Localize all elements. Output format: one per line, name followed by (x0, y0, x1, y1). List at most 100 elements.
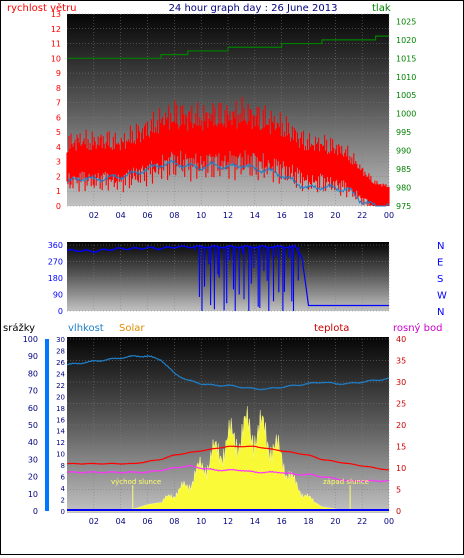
climate-x-tick: 18 (303, 517, 313, 526)
climate-x-tick: 20 (330, 517, 340, 526)
wind-x-tick: 10 (196, 211, 206, 220)
sunrise-label: východ slunce (111, 478, 161, 486)
direction-y-tick: 360 (48, 241, 63, 250)
direction-y-tick: 0 (58, 307, 63, 316)
chart-title: 24 hour graph day : 26 June 2013 (169, 3, 338, 14)
climate-x-tick: 10 (196, 517, 206, 526)
pressure-y-tick: 1005 (396, 91, 416, 100)
climate-x-tick: 12 (223, 517, 233, 526)
humidity-y-tick: 60 (28, 404, 38, 413)
climate-panel: 0510152025303540010203040506070809010002… (23, 335, 406, 526)
wind-x-tick: 16 (277, 211, 287, 220)
wind-y-tick: 2 (56, 172, 61, 181)
climate-x-tick: 08 (169, 517, 179, 526)
temperature-y-tick: 35 (396, 357, 406, 366)
direction-y-tick: 90 (53, 291, 63, 300)
wind-average-line (66, 159, 390, 207)
humidity-series (66, 354, 390, 391)
sunset-label: západ slunce (323, 478, 369, 486)
wind-y-tick: 9 (56, 69, 61, 78)
wind-panel: 0123456789101112139759809859909951000100… (51, 10, 417, 220)
pressure-label: tlak (372, 3, 391, 14)
climate-x-tick: 16 (277, 517, 287, 526)
humidity-label: vlhkost (68, 323, 104, 334)
rain-y-tick: 6 (61, 474, 66, 482)
wind-x-tick: 12 (223, 211, 233, 220)
rain-label: srážky (3, 322, 35, 334)
pressure-y-tick: 980 (396, 184, 411, 193)
temperature-y-tick: 40 (396, 335, 406, 344)
pressure-y-tick: 1000 (396, 110, 416, 119)
dewpoint-label: rosný bod (393, 322, 442, 334)
wind-x-tick: 18 (303, 211, 313, 220)
pressure-series (67, 35, 389, 59)
rain-y-tick: 10 (56, 451, 65, 459)
pressure-y-tick: 1020 (396, 36, 416, 45)
wind-y-tick: 6 (56, 113, 61, 122)
temperature-y-tick: 0 (396, 507, 401, 516)
rain-y-tick: 0 (61, 508, 65, 516)
rain-y-tick: 24 (56, 370, 65, 378)
wind-x-tick: 20 (330, 211, 340, 220)
compass-tick: N (437, 241, 444, 252)
humidity-y-tick: 10 (28, 490, 38, 499)
rain-y-tick: 22 (56, 382, 65, 390)
wind-direction-spikes (193, 246, 299, 311)
compass-tick: E (437, 258, 443, 269)
humidity-y-tick: 100 (23, 335, 38, 344)
rain-y-tick: 8 (61, 462, 65, 470)
rain-y-tick: 28 (56, 347, 65, 355)
wind-y-tick: 7 (56, 99, 61, 108)
temperature-y-tick: 25 (396, 400, 406, 409)
wind-x-tick: 14 (250, 211, 260, 220)
wind-x-tick: 04 (116, 211, 126, 220)
wind-y-tick: 11 (51, 40, 61, 49)
wind-y-tick: 12 (51, 25, 61, 34)
rain-y-tick: 30 (56, 336, 65, 344)
pressure-y-tick: 1015 (396, 54, 416, 63)
pressure-y-tick: 1010 (396, 73, 416, 82)
rain-y-tick: 20 (56, 393, 65, 401)
wind-y-tick: 1 (56, 187, 61, 196)
wind-x-tick: 06 (142, 211, 152, 220)
rain-y-tick: 12 (56, 439, 65, 447)
humidity-y-tick: 40 (28, 438, 38, 447)
rain-y-tick: 4 (61, 485, 66, 493)
direction-y-tick: 270 (48, 258, 63, 267)
rain-y-tick: 18 (56, 405, 65, 413)
temperature-y-tick: 20 (396, 421, 406, 430)
humidity-y-tick: 80 (28, 369, 38, 378)
wind-y-tick: 3 (56, 158, 61, 167)
wind-y-tick: 13 (51, 10, 61, 19)
humidity-y-tick: 0 (33, 507, 38, 516)
temperature-series (67, 445, 390, 471)
wind-y-tick: 0 (56, 202, 61, 211)
climate-x-tick: 02 (89, 517, 99, 526)
humidity-y-tick: 50 (28, 421, 38, 430)
wind-direction-series (67, 244, 389, 307)
pressure-y-tick: 975 (396, 202, 411, 211)
temperature-y-tick: 30 (396, 378, 406, 387)
pressure-y-tick: 985 (396, 165, 411, 174)
dewpoint-series (67, 464, 390, 483)
wind-x-tick: 22 (357, 211, 367, 220)
pressure-y-tick: 995 (396, 128, 411, 137)
pressure-y-tick: 1025 (396, 17, 416, 26)
compass-tick: W (437, 291, 447, 302)
wind-y-tick: 5 (56, 128, 61, 137)
wind-x-tick: 02 (89, 211, 99, 220)
temperature-y-tick: 5 (396, 486, 401, 495)
climate-x-tick: 00 (384, 517, 394, 526)
humidity-y-tick: 30 (28, 455, 38, 464)
wind-speed-label: rychlost větru (7, 2, 77, 14)
rain-y-tick: 14 (56, 428, 65, 436)
climate-x-tick: 06 (142, 517, 152, 526)
wind-x-tick: 00 (384, 211, 394, 220)
temperature-y-tick: 15 (396, 443, 406, 452)
wind-y-tick: 10 (51, 54, 61, 63)
wind-speed-series (66, 96, 390, 206)
humidity-y-tick: 20 (28, 473, 38, 482)
